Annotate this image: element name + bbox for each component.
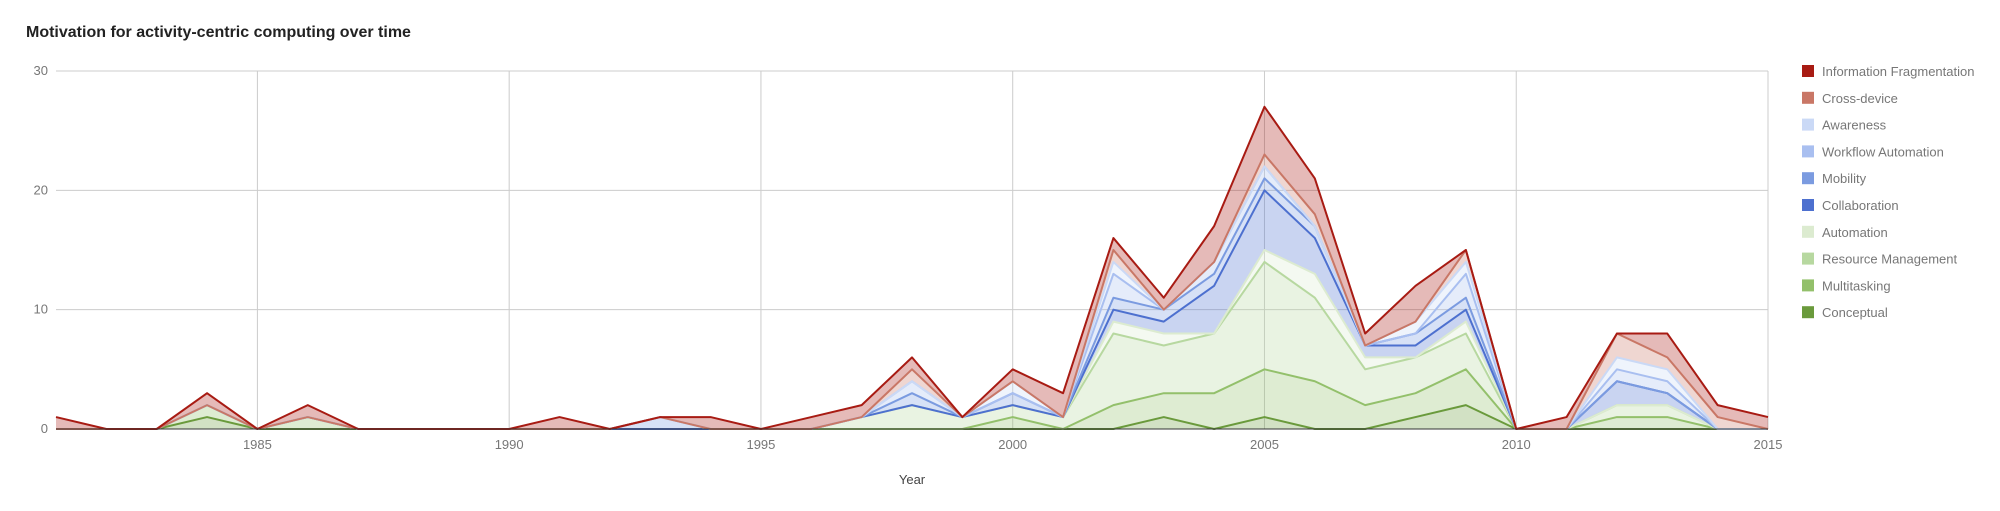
y-tick-label: 10 [34,302,48,317]
legend-item-mobility[interactable]: Mobility [1802,171,1867,186]
legend-swatch [1802,279,1814,292]
legend-swatch [1802,252,1814,265]
legend-label: Collaboration [1822,198,1899,213]
legend-label: Conceptual [1822,305,1888,320]
x-tick-label: 2000 [998,437,1027,452]
legend-swatch [1802,225,1814,238]
legend-label: Workflow Automation [1822,144,1944,159]
line-layer [55,105,1769,430]
legend-label: Information Fragmentation [1822,64,1974,79]
x-tick-label: 2010 [1502,437,1531,452]
x-tick-label: 1995 [746,437,775,452]
legend-swatch [1802,306,1814,319]
legend-label: Multitasking [1822,278,1891,293]
area-conceptual [56,405,1768,429]
legend-item-cross-device[interactable]: Cross-device [1802,91,1898,106]
chart-title: Motivation for activity-centric computin… [26,24,411,41]
legend-item-workflow-automation[interactable]: Workflow Automation [1802,144,1944,159]
line-information-fragmentation [55,105,1769,430]
x-tick-label: 2015 [1754,437,1783,452]
legend-label: Cross-device [1822,91,1898,106]
legend-swatch [1802,118,1814,131]
area-cross-device [56,154,1768,430]
legend-label: Automation [1822,225,1888,240]
y-tick-label: 20 [34,182,48,197]
legend-item-automation[interactable]: Automation [1802,225,1888,240]
y-tick-label: 30 [34,63,48,78]
legend-item-multitasking[interactable]: Multitasking [1802,278,1891,293]
axis-labels: Year 0 10 20 30 1985 1990 1995 2000 2005 2010 2015 [34,63,1783,487]
y-tick-label: 0 [41,421,48,436]
legend-item-information-fragmentation[interactable]: Information Fragmentation [1802,64,1974,79]
legend-label: Mobility [1822,171,1867,186]
legend-swatch [1802,91,1814,104]
area-layer [56,106,1768,430]
area-collaboration [56,190,1768,429]
legend-swatch [1802,199,1814,211]
legend-swatch [1802,65,1814,77]
x-tick-label: 1985 [243,437,272,452]
legend-swatch [1802,145,1814,158]
x-axis-title: Year [899,472,926,487]
legend: Information Fragmentation Cross-device Awa… [1802,64,1974,320]
legend-item-resource-management[interactable]: Resource Management [1802,252,1958,267]
area-multitasking [56,369,1768,429]
x-tick-label: 1990 [495,437,524,452]
legend-item-conceptual[interactable]: Conceptual [1802,305,1888,320]
area-resource-management [56,261,1768,429]
area-workflow-automation [56,166,1768,429]
x-tick-label: 2005 [1250,437,1279,452]
legend-label: Awareness [1822,118,1887,133]
legend-swatch [1802,172,1814,185]
area-information-fragmentation [56,106,1768,430]
legend-label: Resource Management [1822,252,1958,267]
legend-item-collaboration[interactable]: Collaboration [1802,198,1899,213]
legend-item-awareness[interactable]: Awareness [1802,118,1887,133]
